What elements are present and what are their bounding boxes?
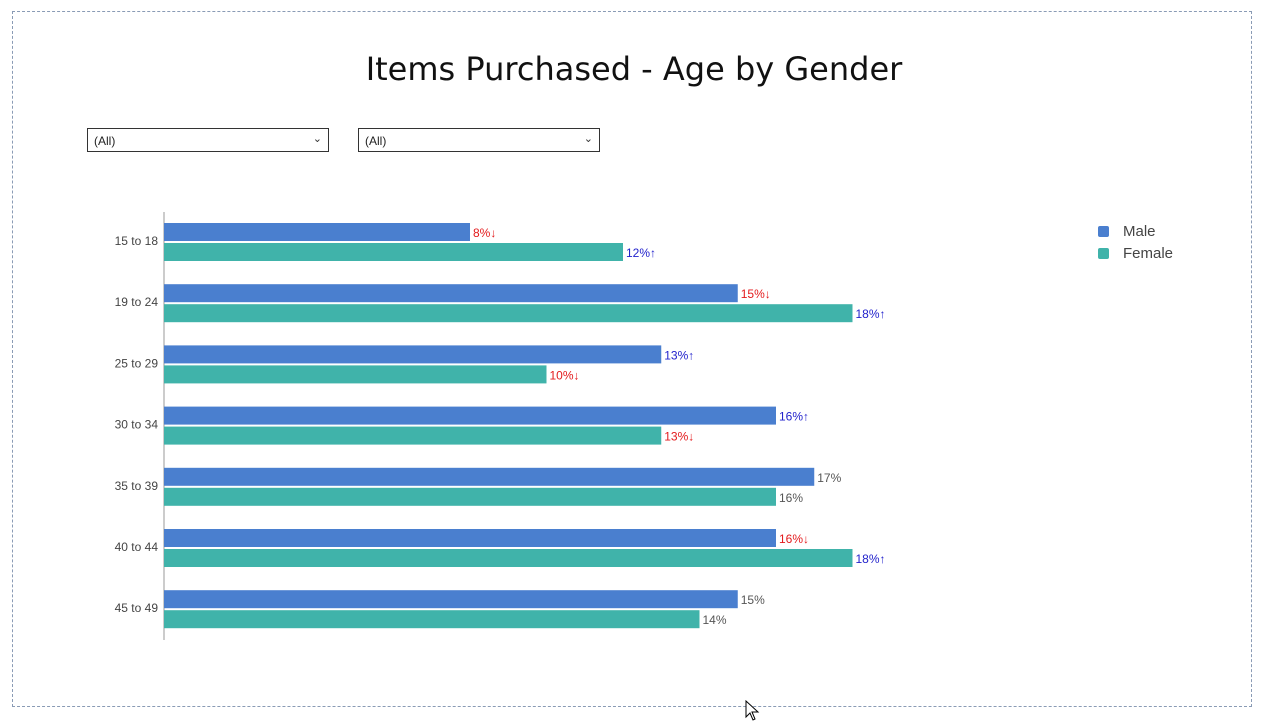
y-tick-label: 19 to 24 (115, 295, 159, 309)
data-label: 17% (817, 471, 841, 485)
bar-male[interactable] (164, 529, 776, 547)
legend-label-female: Female (1123, 244, 1174, 262)
legend-swatch-female (1098, 247, 1109, 259)
data-label: 18%↑ (856, 307, 886, 321)
legend-item-female[interactable]: Female (1098, 242, 1173, 264)
data-label: 13%↓ (664, 430, 694, 444)
legend-label-male: Male (1123, 222, 1156, 240)
bar-female[interactable] (164, 549, 853, 567)
data-label: 12%↑ (626, 246, 656, 260)
y-tick-label: 35 to 39 (115, 479, 159, 493)
bar-female[interactable] (164, 243, 623, 261)
filter-dropdown-1[interactable]: (All) ⌄ (87, 128, 329, 152)
data-label: 8%↓ (473, 226, 496, 240)
legend-swatch-male (1098, 225, 1109, 237)
legend: Male Female (1098, 220, 1173, 264)
chevron-down-icon: ⌄ (312, 133, 322, 145)
data-label: 16% (779, 491, 803, 505)
bar-male[interactable] (164, 345, 662, 364)
filter-dropdown-2-value: (All) (365, 134, 387, 148)
legend-item-male[interactable]: Male (1098, 220, 1173, 242)
bar-female[interactable] (164, 487, 776, 506)
bar-male[interactable] (164, 284, 738, 303)
data-label: 16%↓ (779, 532, 809, 546)
data-label: 10%↓ (550, 368, 580, 382)
y-tick-label: 45 to 49 (115, 601, 159, 615)
mouse-pointer-icon (745, 700, 760, 721)
data-label: 13%↑ (664, 348, 694, 362)
filter-dropdown-2[interactable]: (All) ⌄ (358, 128, 600, 152)
data-label: 18%↑ (856, 552, 886, 566)
y-tick-label: 30 to 34 (115, 418, 159, 432)
bar-female[interactable] (164, 610, 700, 629)
data-label: 14% (703, 613, 727, 627)
filter-dropdown-1-value: (All) (94, 134, 116, 148)
bar-male[interactable] (164, 406, 776, 425)
chevron-down-icon: ⌄ (583, 133, 593, 145)
bar-male[interactable] (164, 223, 470, 241)
y-tick-label: 40 to 44 (115, 540, 159, 554)
bar-female[interactable] (164, 426, 662, 445)
chart-frame (12, 11, 1252, 707)
bar-female[interactable] (164, 365, 547, 384)
bar-male[interactable] (164, 590, 738, 609)
data-label: 16%↑ (779, 410, 809, 424)
data-label: 15% (741, 593, 765, 607)
y-tick-label: 25 to 29 (115, 356, 159, 370)
bar-female[interactable] (164, 304, 853, 323)
y-tick-label: 15 to 18 (115, 234, 159, 248)
data-label: 15%↓ (741, 287, 771, 301)
chart-title: Items Purchased - Age by Gender (365, 50, 903, 88)
bar-male[interactable] (164, 467, 815, 486)
